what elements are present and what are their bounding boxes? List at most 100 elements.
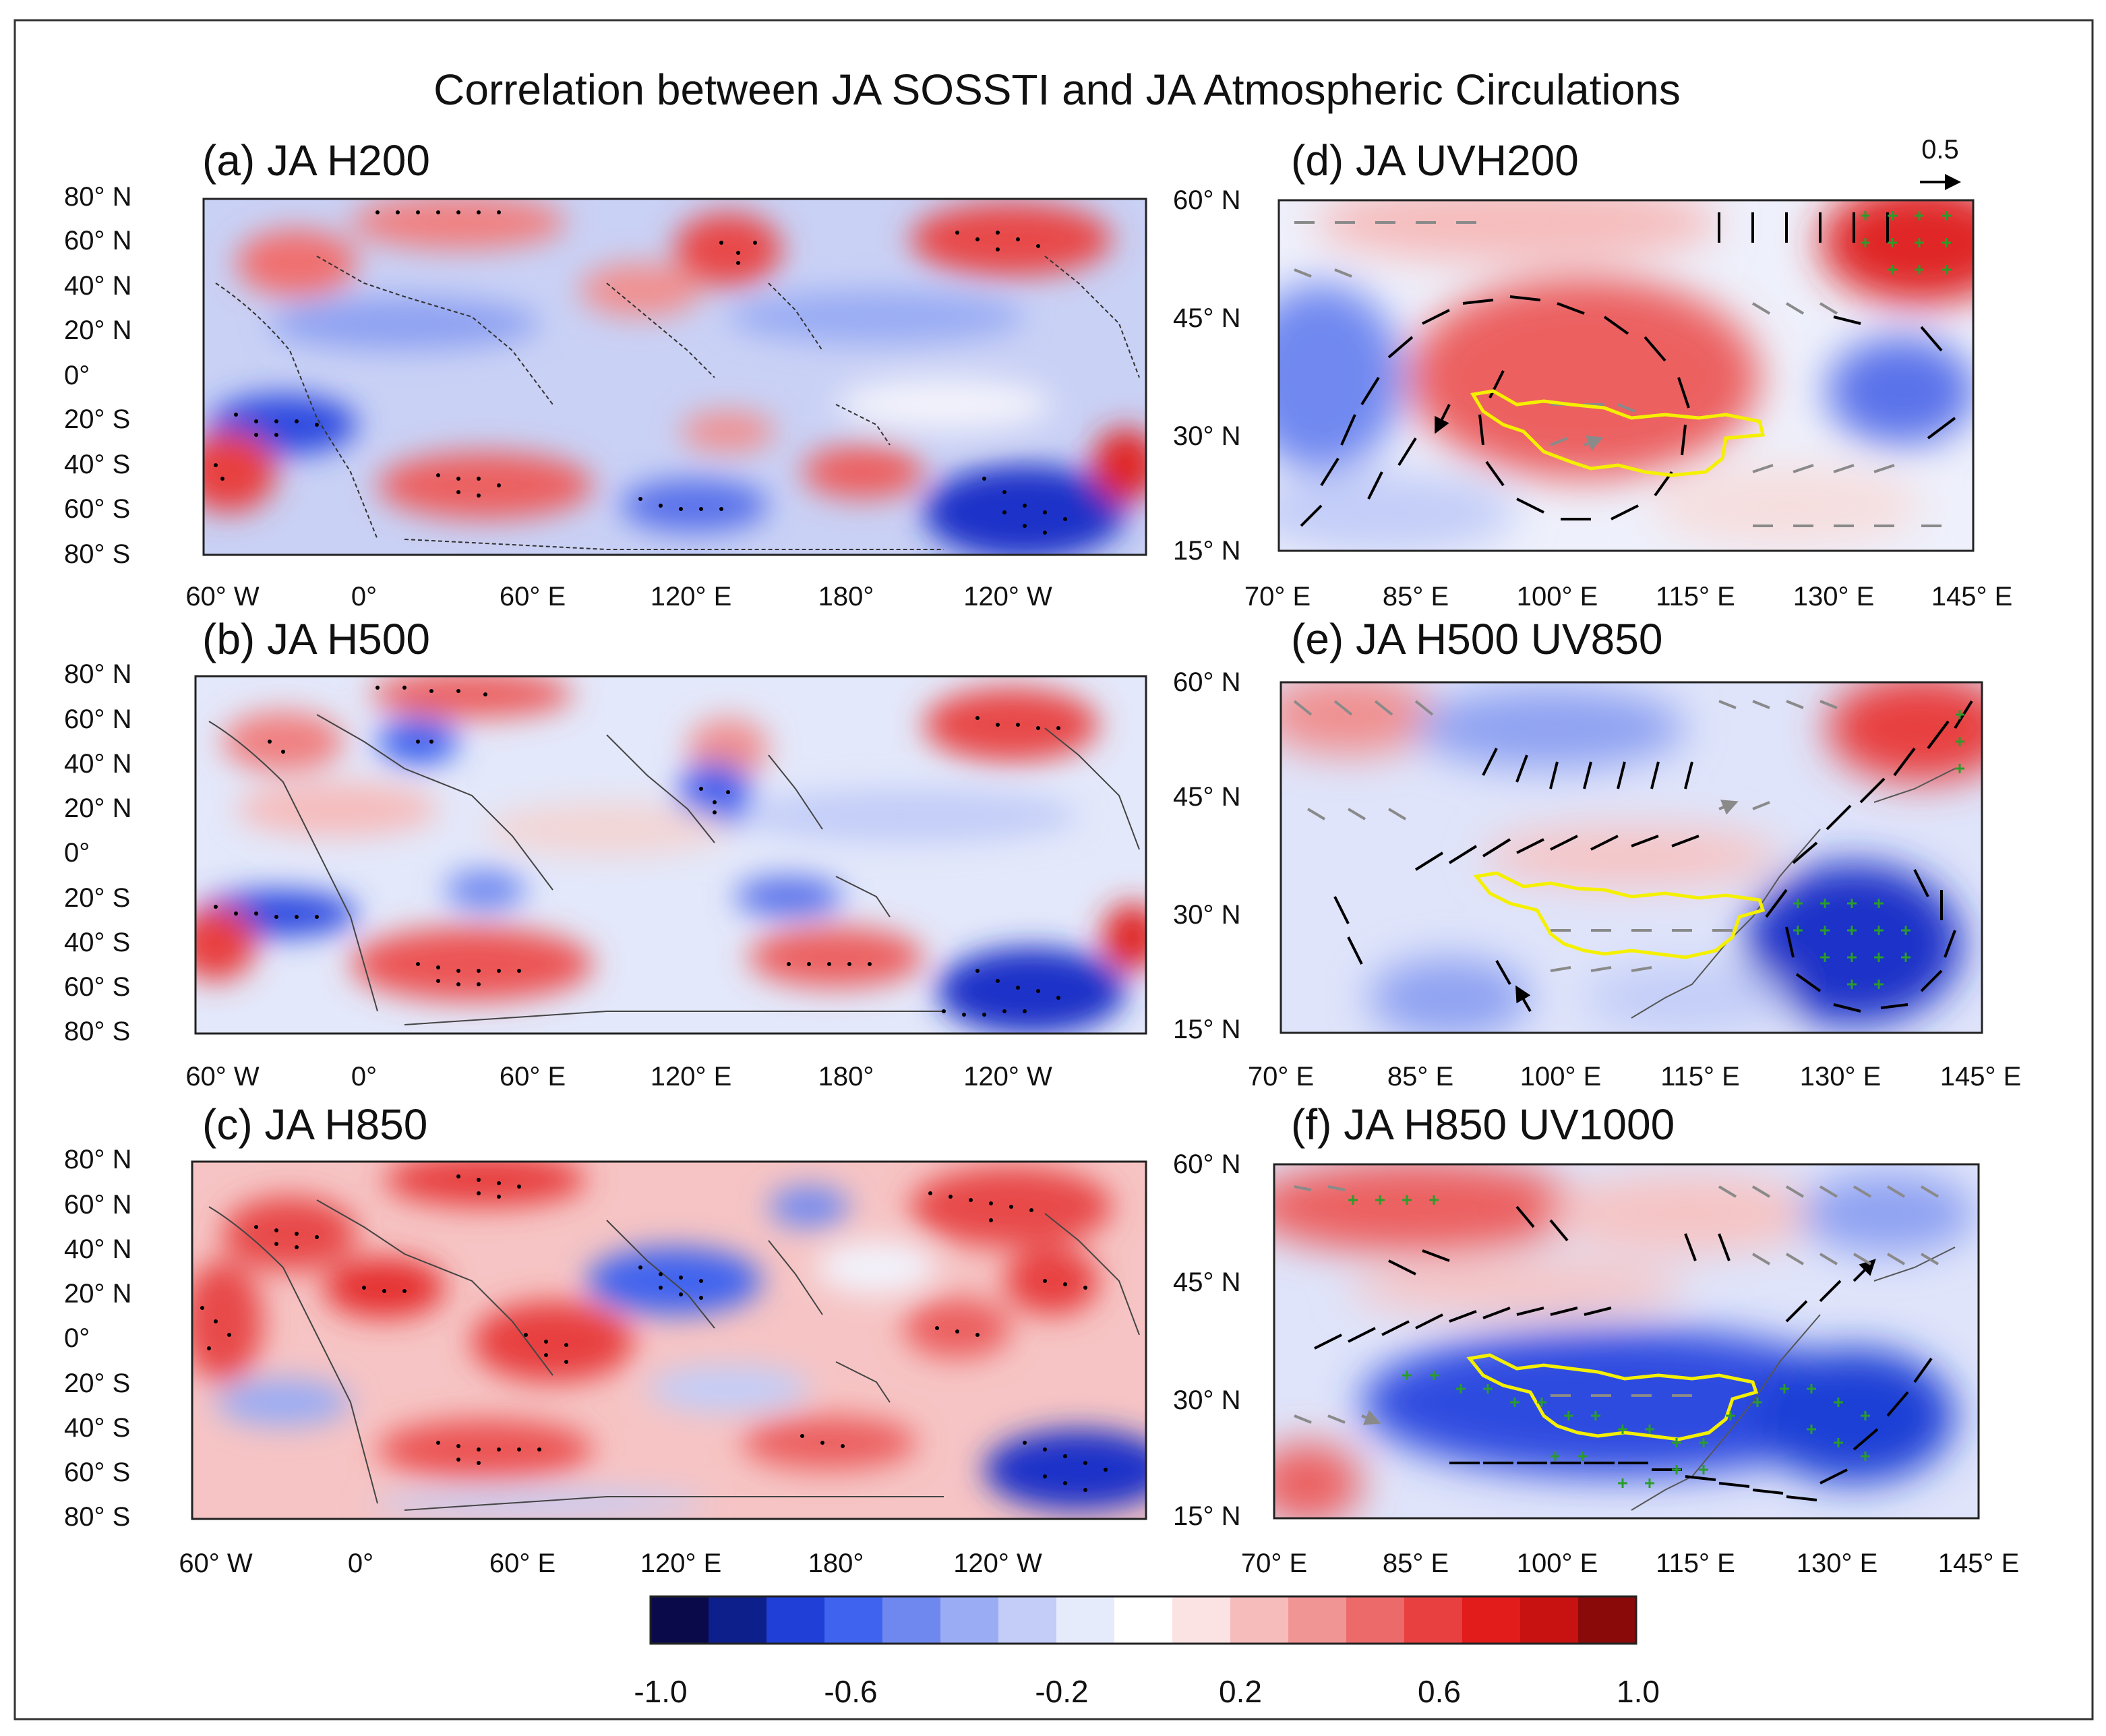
significance-dots (214, 210, 1067, 535)
colorbar-ticks: -1.0 -0.6 -0.2 0.2 0.6 1.0 (634, 1674, 1660, 1709)
panel-title: (b) JA H500 (202, 615, 430, 663)
y-axis-ticks: 60° N 45° N 30° N 15° N (1173, 667, 1241, 1044)
svg-text:120° E: 120° E (651, 582, 732, 611)
svg-text:130° E: 130° E (1800, 1062, 1882, 1091)
svg-text:60° E: 60° E (489, 1549, 555, 1578)
svg-text:30° N: 30° N (1173, 421, 1241, 451)
colorbar-swatch (1520, 1596, 1579, 1644)
colorbar-swatch (651, 1596, 709, 1644)
colorbar-swatch (1462, 1596, 1521, 1644)
colorbar-swatch (1346, 1596, 1405, 1644)
panel-e: (e) JA H500 UV850 60° (1173, 615, 2021, 1091)
svg-text:180°: 180° (818, 1062, 874, 1091)
svg-text:145° E: 145° E (1931, 582, 2013, 611)
svg-text:85° E: 85° E (1383, 1549, 1449, 1578)
svg-text:60° W: 60° W (185, 582, 260, 611)
svg-text:30° N: 30° N (1173, 1385, 1241, 1415)
colorbar-swatch (824, 1596, 883, 1644)
svg-text:80° N: 80° N (64, 182, 132, 212)
svg-text:60° N: 60° N (64, 705, 132, 734)
figure-title: Correlation between JA SOSSTI and JA Atm… (433, 65, 1681, 114)
colorbar-swatches (651, 1596, 1637, 1644)
y-axis-ticks: 80° N 60° N 40° N 20° N 0° 20° S 40° S 6… (64, 659, 132, 1046)
svg-text:0°: 0° (64, 838, 90, 868)
basin-outline (1470, 389, 1766, 477)
panel-title: (a) JA H200 (202, 136, 430, 185)
x-axis-ticks: 60° W 0° 60° E 120° E 180° 120° W (185, 1062, 1052, 1091)
colorbar-swatch (709, 1596, 767, 1644)
x-axis-ticks: 70° E 85° E 100° E 115° E 130° E 145° E (1248, 1062, 2021, 1091)
svg-text:70° E: 70° E (1244, 582, 1311, 611)
svg-text:60° S: 60° S (64, 494, 130, 524)
svg-text:60° W: 60° W (185, 1062, 260, 1091)
colorbar-swatch (1056, 1596, 1115, 1644)
colorbar: -1.0 -0.6 -0.2 0.2 0.6 1.0 (634, 1595, 1660, 1709)
map-field (1281, 682, 1982, 1033)
colorbar-swatch (882, 1596, 941, 1644)
svg-text:115° E: 115° E (1656, 582, 1735, 611)
panel-title: (e) JA H500 UV850 (1291, 615, 1662, 663)
svg-text:45° N: 45° N (1173, 303, 1241, 333)
svg-text:130° E: 130° E (1797, 1549, 1878, 1578)
colorbar-frame (649, 1595, 1637, 1645)
y-axis-ticks: 60° N 45° N 30° N 15° N (1173, 185, 1241, 566)
svg-text:120° W: 120° W (963, 582, 1052, 611)
svg-text:-1.0: -1.0 (634, 1674, 687, 1709)
svg-text:0°: 0° (64, 1323, 90, 1353)
colorbar-swatch (1404, 1596, 1463, 1644)
colorbar-swatch (998, 1596, 1057, 1644)
svg-text:45° N: 45° N (1173, 782, 1241, 812)
svg-text:120° E: 120° E (651, 1062, 732, 1091)
svg-text:80° S: 80° S (64, 1017, 130, 1046)
svg-text:30° N: 30° N (1173, 900, 1241, 930)
y-axis-ticks: 60° N 45° N 30° N 15° N (1173, 1149, 1241, 1531)
y-axis-ticks: 80° N 60° N 40° N 20° N 0° 20° S 40° S 6… (64, 1145, 132, 1532)
svg-text:15° N: 15° N (1173, 1015, 1241, 1044)
panel-d: (d) JA UVH200 0.5 (1173, 135, 2013, 611)
svg-text:40° S: 40° S (64, 1413, 130, 1443)
svg-text:80° N: 80° N (64, 1145, 132, 1174)
panel-title: (c) JA H850 (202, 1100, 427, 1149)
svg-text:70° E: 70° E (1241, 1549, 1307, 1578)
svg-text:100° E: 100° E (1517, 582, 1598, 611)
colorbar-swatch (1230, 1596, 1289, 1644)
colorbar-swatch (1288, 1596, 1347, 1644)
panel-title: (f) JA H850 UV1000 (1291, 1100, 1675, 1149)
map-field (195, 676, 1146, 1034)
svg-text:145° E: 145° E (1940, 1062, 2022, 1091)
svg-text:15° N: 15° N (1173, 1501, 1241, 1531)
svg-text:120° W: 120° W (963, 1062, 1052, 1091)
svg-text:180°: 180° (818, 582, 874, 611)
svg-text:40° N: 40° N (64, 1234, 132, 1264)
svg-text:60° N: 60° N (64, 226, 132, 256)
panel-title: (d) JA UVH200 (1291, 136, 1579, 185)
svg-text:60° S: 60° S (64, 1458, 130, 1487)
panel-c: (c) JA H850 (64, 1100, 1147, 1578)
svg-text:85° E: 85° E (1387, 1062, 1453, 1091)
svg-text:85° E: 85° E (1383, 582, 1449, 611)
svg-text:100° E: 100° E (1517, 1549, 1598, 1578)
svg-text:0°: 0° (348, 1549, 373, 1578)
svg-text:0°: 0° (351, 582, 377, 611)
map-field (192, 1162, 1146, 1519)
svg-text:20° N: 20° N (64, 316, 132, 345)
svg-text:20° S: 20° S (64, 405, 130, 434)
svg-text:80° S: 80° S (64, 1502, 130, 1532)
svg-text:60° N: 60° N (64, 1190, 132, 1220)
svg-text:130° E: 130° E (1793, 582, 1875, 611)
svg-text:45° N: 45° N (1173, 1267, 1241, 1297)
y-axis-ticks: 80° N 60° N 40° N 20° N 0° 20° S 40° S 6… (64, 182, 132, 569)
svg-text:80° S: 80° S (64, 539, 130, 569)
svg-text:60° N: 60° N (1173, 1149, 1241, 1179)
svg-text:60° E: 60° E (500, 582, 566, 611)
svg-text:60° N: 60° N (1173, 185, 1241, 215)
x-axis-ticks: 70° E 85° E 100° E 115° E 130° E 145° E (1241, 1549, 2019, 1578)
panel-f: (f) JA H850 UV1000 60 (1173, 1100, 2019, 1578)
svg-text:145° E: 145° E (1938, 1549, 2020, 1578)
svg-text:40° N: 40° N (64, 271, 132, 301)
svg-text:70° E: 70° E (1248, 1062, 1314, 1091)
wind-vectors (1293, 700, 1973, 1013)
svg-text:0.2: 0.2 (1219, 1674, 1262, 1709)
wind-vectors (1294, 212, 1956, 527)
